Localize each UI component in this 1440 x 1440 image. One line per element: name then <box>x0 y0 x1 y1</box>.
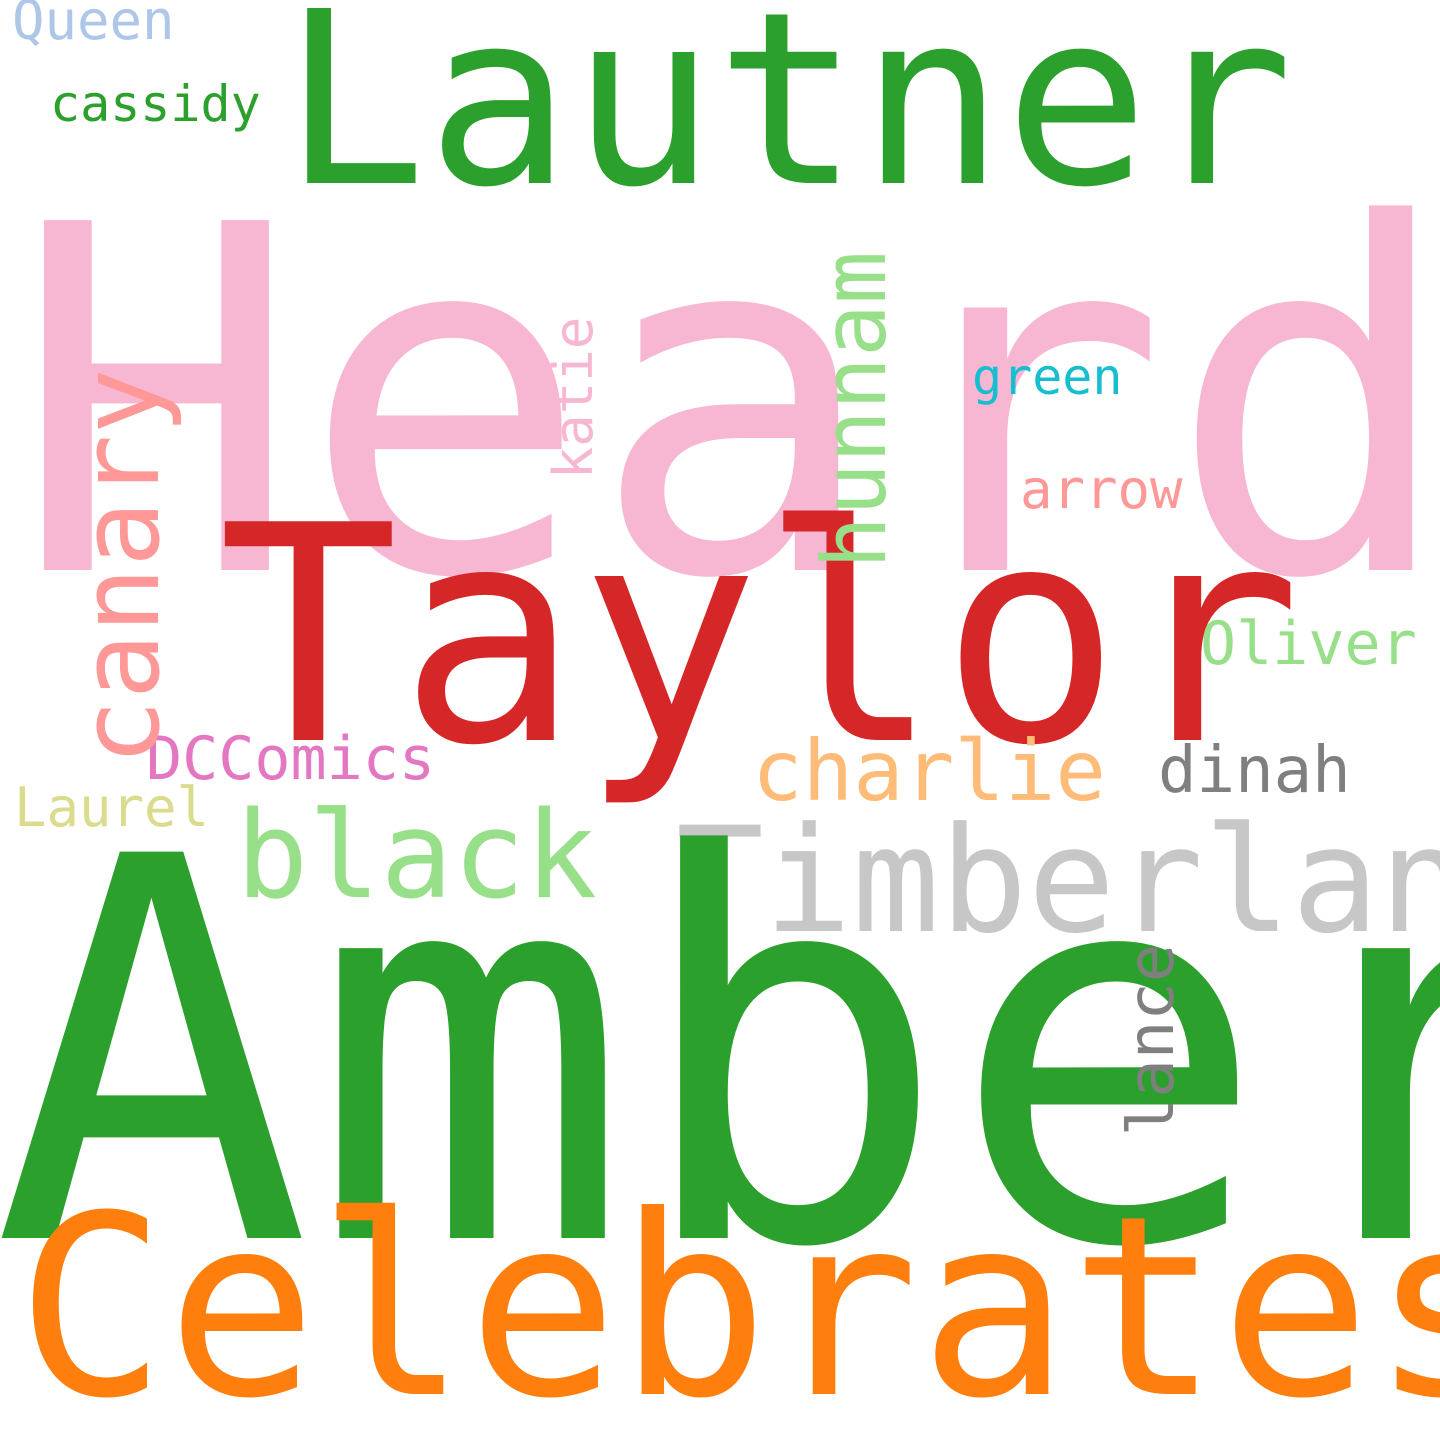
word-hunnam: hunnam <box>803 251 906 569</box>
word-katie-wrap: katie <box>542 316 605 480</box>
word-black: black <box>236 787 598 926</box>
word-lance: lance <box>1115 943 1189 1137</box>
word-hunnam-wrap: hunnam <box>803 251 906 569</box>
word-canary-wrap: canary <box>56 368 184 765</box>
word-queen: Queen <box>12 0 175 52</box>
word-lautner: Lautner <box>282 0 1294 240</box>
word-arrow: arrow <box>1020 458 1183 521</box>
word-katie: katie <box>542 316 605 480</box>
word-amber: Amber <box>0 746 1440 1363</box>
word-green: green <box>972 348 1123 406</box>
word-dinah: dinah <box>1158 734 1351 808</box>
word-charlie: charlie <box>752 722 1107 820</box>
word-cassidy: cassidy <box>50 75 261 133</box>
word-canary: canary <box>56 368 184 766</box>
word-timberland: Timberland <box>676 796 1440 966</box>
word-celebrates: Celebrates <box>16 1162 1440 1440</box>
word-oliver: Oliver <box>1200 609 1417 679</box>
word-taylor: Taylor <box>218 462 1302 811</box>
word-lance-wrap: lance <box>1115 944 1189 1137</box>
word-dccomics: DCComics <box>146 724 435 794</box>
word-heard: Heard <box>12 125 1440 684</box>
word-laurel: Laurel <box>14 776 210 839</box>
